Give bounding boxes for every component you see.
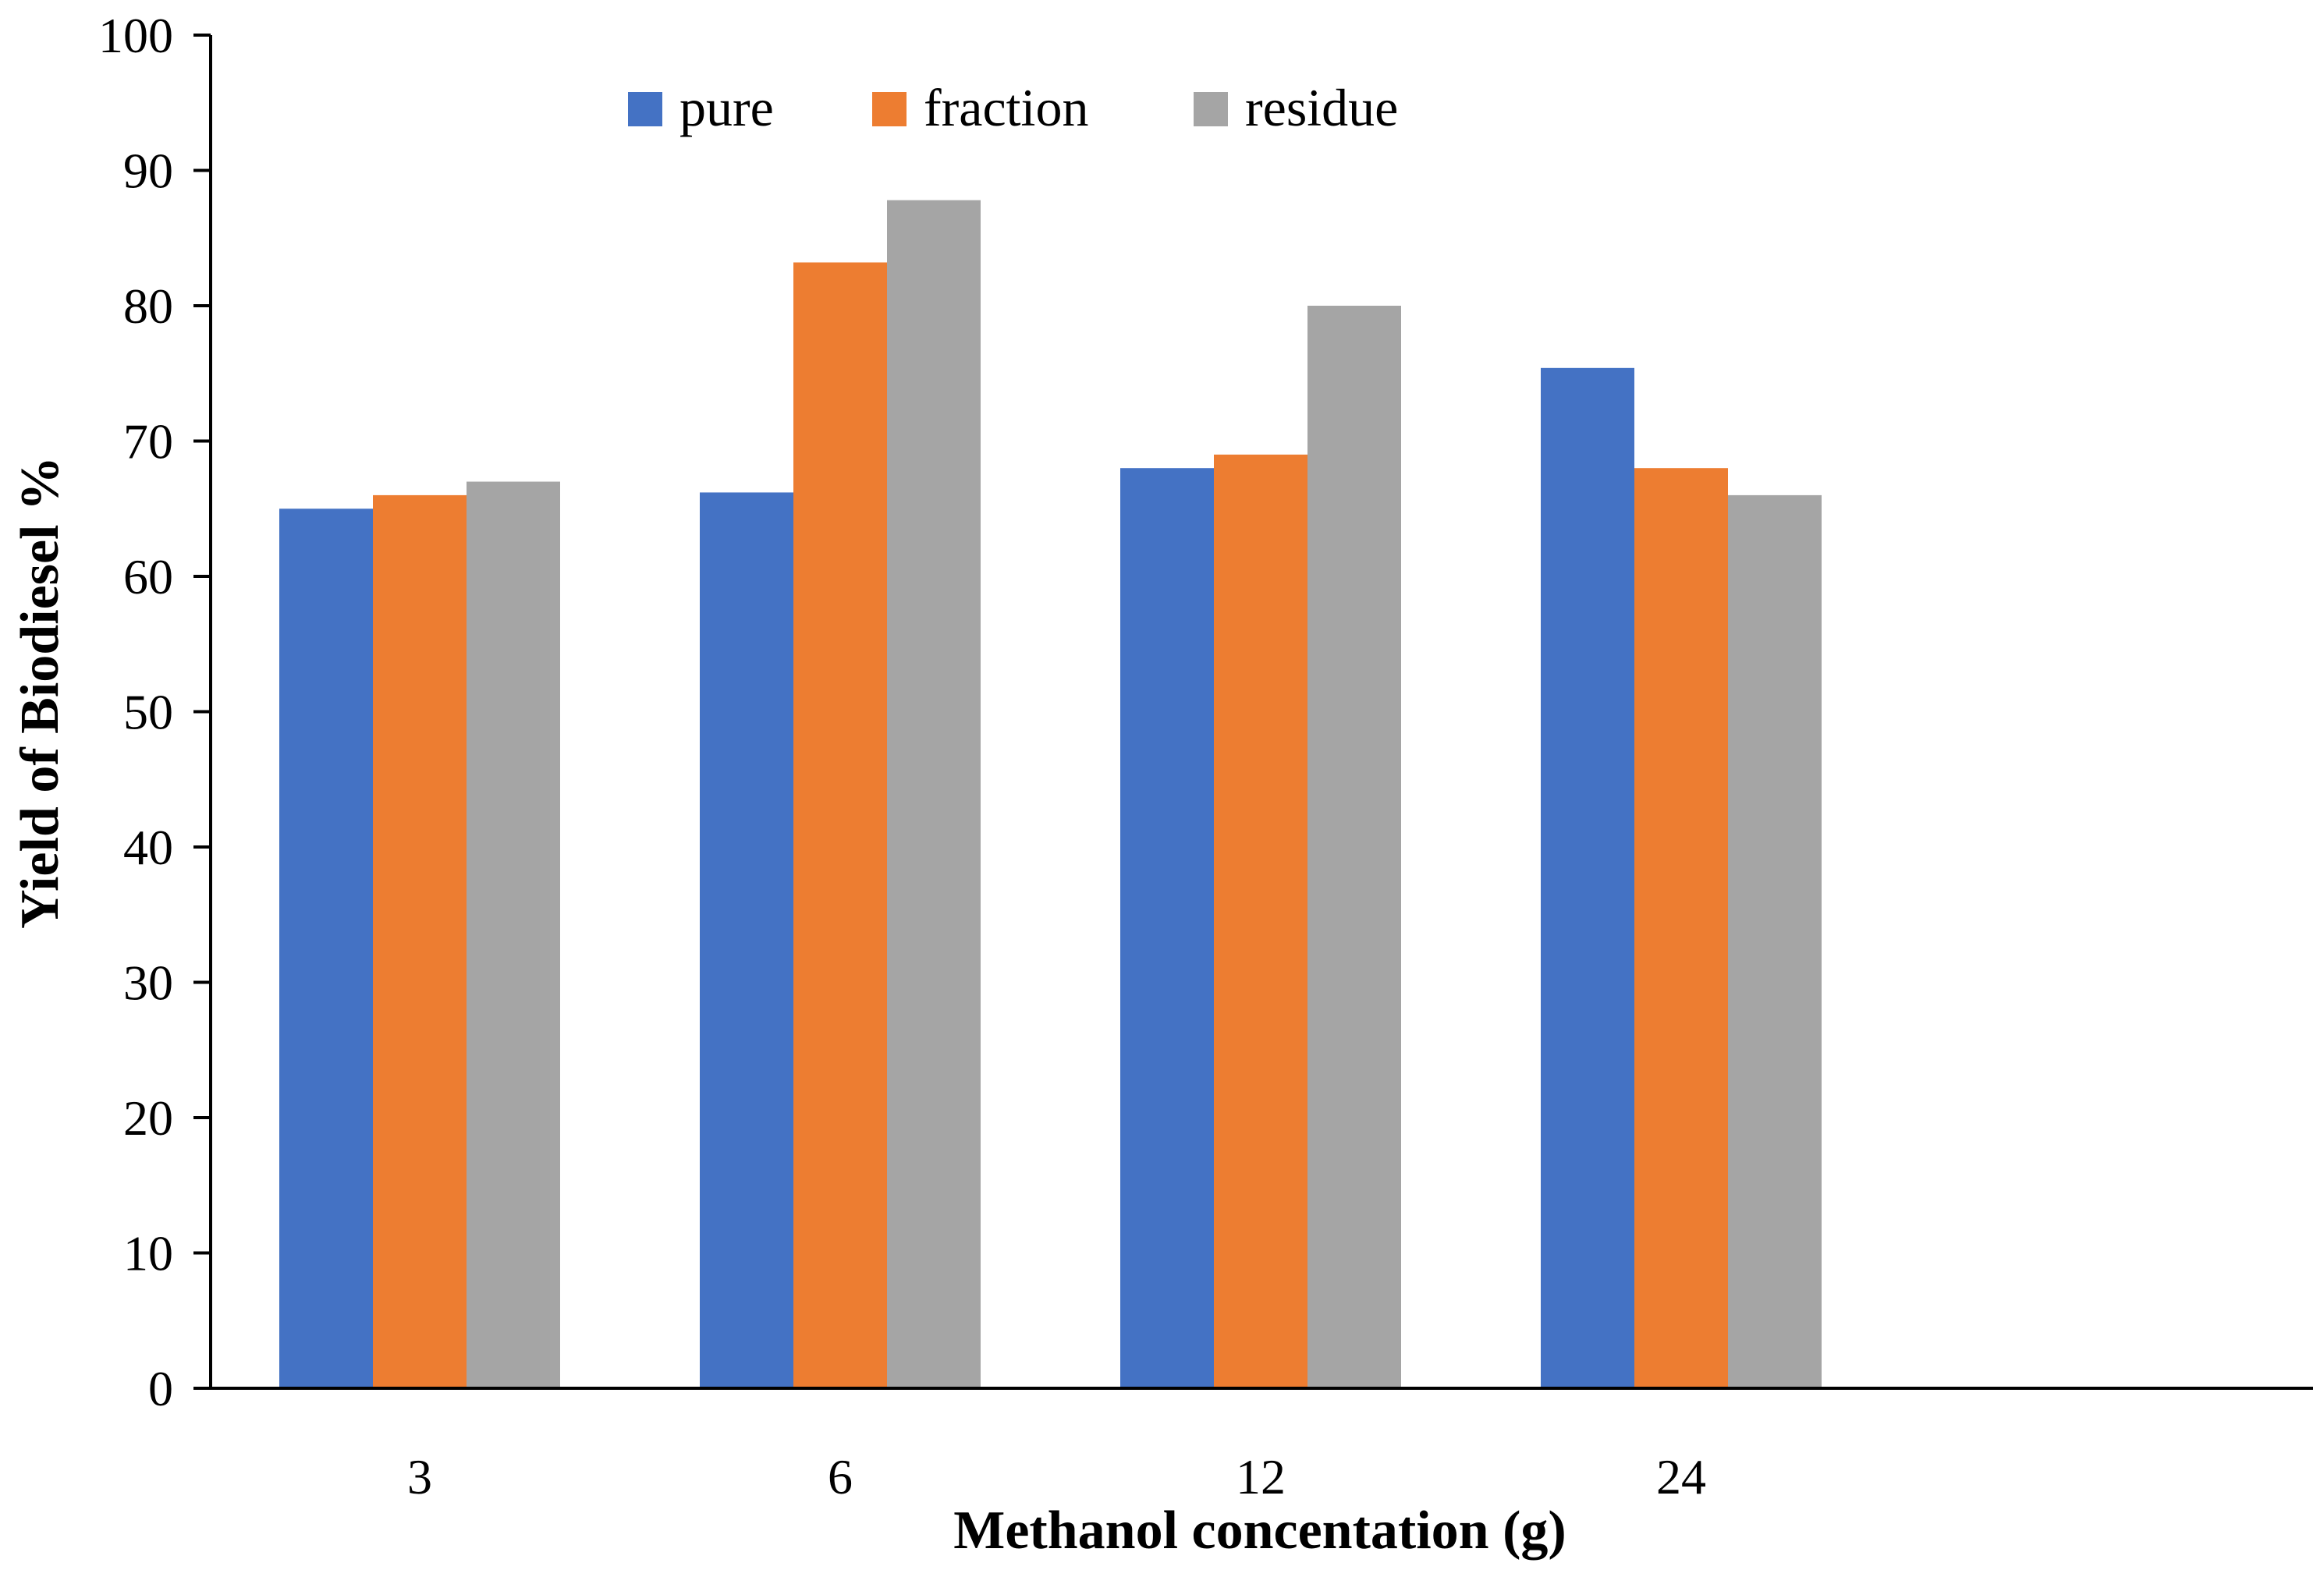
y-axis-ticks: 0 10 20 30 40 50 60 70 80 90 100	[98, 8, 211, 1416]
legend-label-fraction: fraction	[924, 78, 1088, 137]
legend-label-residue: residue	[1245, 78, 1398, 137]
y-tick-label: 70	[123, 414, 173, 470]
bar-fraction-12	[1214, 454, 1307, 1388]
bar-residue-3	[467, 481, 560, 1388]
y-tick-label: 80	[123, 278, 173, 334]
legend-swatch-fraction	[872, 92, 907, 126]
bar-pure-24	[1541, 367, 1634, 1388]
x-tick-label: 6	[828, 1449, 853, 1504]
bar-residue-24	[1728, 494, 1822, 1388]
bars-group	[279, 200, 1822, 1389]
bar-pure-3	[279, 509, 373, 1388]
legend: pure fraction residue	[628, 78, 1398, 137]
x-tick-label: 24	[1656, 1449, 1706, 1504]
bar-fraction-3	[373, 494, 467, 1388]
bar-fraction-6	[793, 262, 887, 1389]
y-axis-title: Yield of Biodiesel %	[10, 456, 70, 929]
y-tick-label: 60	[123, 549, 173, 604]
x-tick-label: 12	[1236, 1449, 1286, 1504]
bar-residue-12	[1307, 306, 1401, 1388]
legend-label-pure: pure	[679, 78, 774, 137]
legend-swatch-residue	[1194, 92, 1228, 126]
y-tick-label: 90	[123, 144, 173, 199]
y-tick-label: 40	[123, 820, 173, 875]
bar-fraction-24	[1634, 468, 1728, 1389]
legend-swatch-pure	[628, 92, 662, 126]
x-axis-title: Methanol concentation (g)	[953, 1501, 1566, 1561]
y-tick-label: 10	[123, 1226, 173, 1281]
y-tick-label: 0	[148, 1361, 173, 1416]
y-tick-label: 20	[123, 1090, 173, 1146]
y-tick-label: 30	[123, 955, 173, 1011]
x-axis-ticks: 3 6 12 24	[407, 1449, 1706, 1504]
x-tick-label: 3	[407, 1449, 432, 1504]
y-tick-label: 100	[98, 8, 173, 63]
bar-residue-6	[887, 200, 981, 1388]
y-tick-label: 50	[123, 685, 173, 740]
bar-pure-6	[700, 492, 793, 1389]
bar-pure-12	[1120, 468, 1214, 1389]
